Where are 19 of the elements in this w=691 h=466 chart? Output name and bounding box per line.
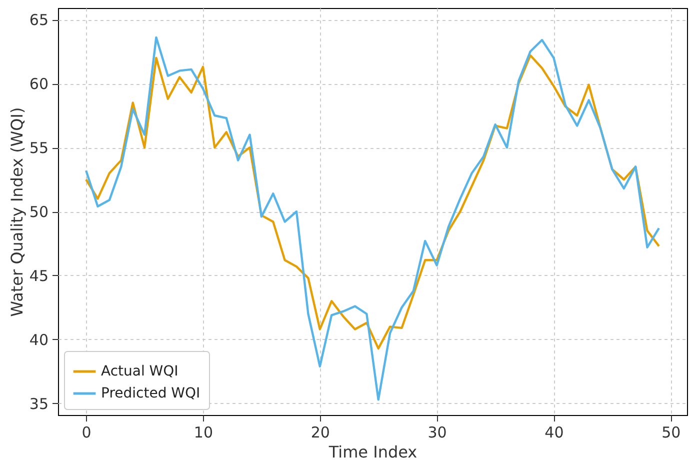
x-tick-label: 20 — [310, 424, 330, 442]
y-tick-label: 55 — [29, 139, 48, 158]
y-tick-label: 40 — [29, 330, 48, 349]
legend-label: Actual WQI — [101, 364, 178, 380]
x-axis-title: Time Index — [328, 442, 418, 462]
y-tick-label: 35 — [29, 394, 48, 413]
x-tick-label: 0 — [82, 424, 92, 442]
legend-label: Predicted WQI — [101, 386, 200, 402]
y-tick-label: 65 — [29, 11, 48, 30]
y-tick-label: 45 — [29, 266, 48, 285]
line-series — [84, 54, 660, 350]
x-tick-label: 50 — [662, 424, 681, 442]
x-tick-label: 30 — [428, 424, 447, 442]
x-tick-label: 40 — [544, 424, 564, 442]
y-tick-label: 50 — [29, 203, 48, 221]
y-axis-title: Water Quality Index (WQI) — [7, 107, 26, 317]
x-tick-label: 10 — [194, 424, 214, 442]
line-series — [84, 36, 660, 401]
y-tick-label: 60 — [29, 75, 48, 94]
